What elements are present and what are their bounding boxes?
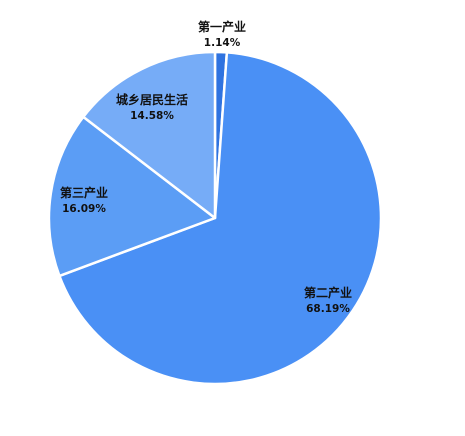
pie-slice-2 bbox=[58, 51, 383, 386]
slice-label-name-4: 城乡居民生活 bbox=[116, 92, 188, 107]
pie-labels: 第一产业 1.14% 第二产业 68.19% 第三产业 16.09% 城乡居民生活 14.58… bbox=[60, 19, 352, 315]
slice-label-value-3: 16.09% bbox=[62, 203, 106, 215]
pie-slice-3 bbox=[47, 115, 217, 278]
slice-label-name-2: 第二产业 bbox=[304, 285, 352, 300]
pie-slices bbox=[47, 50, 383, 386]
slice-label-value-4: 14.58% bbox=[130, 110, 174, 122]
slice-label-name-1: 第一产业 bbox=[198, 19, 246, 34]
pie-slice-4 bbox=[82, 50, 217, 220]
slice-label-value-1: 1.14% bbox=[204, 37, 241, 49]
slice-label-value-2: 68.19% bbox=[306, 303, 350, 315]
slice-label-name-3: 第三产业 bbox=[60, 185, 108, 200]
